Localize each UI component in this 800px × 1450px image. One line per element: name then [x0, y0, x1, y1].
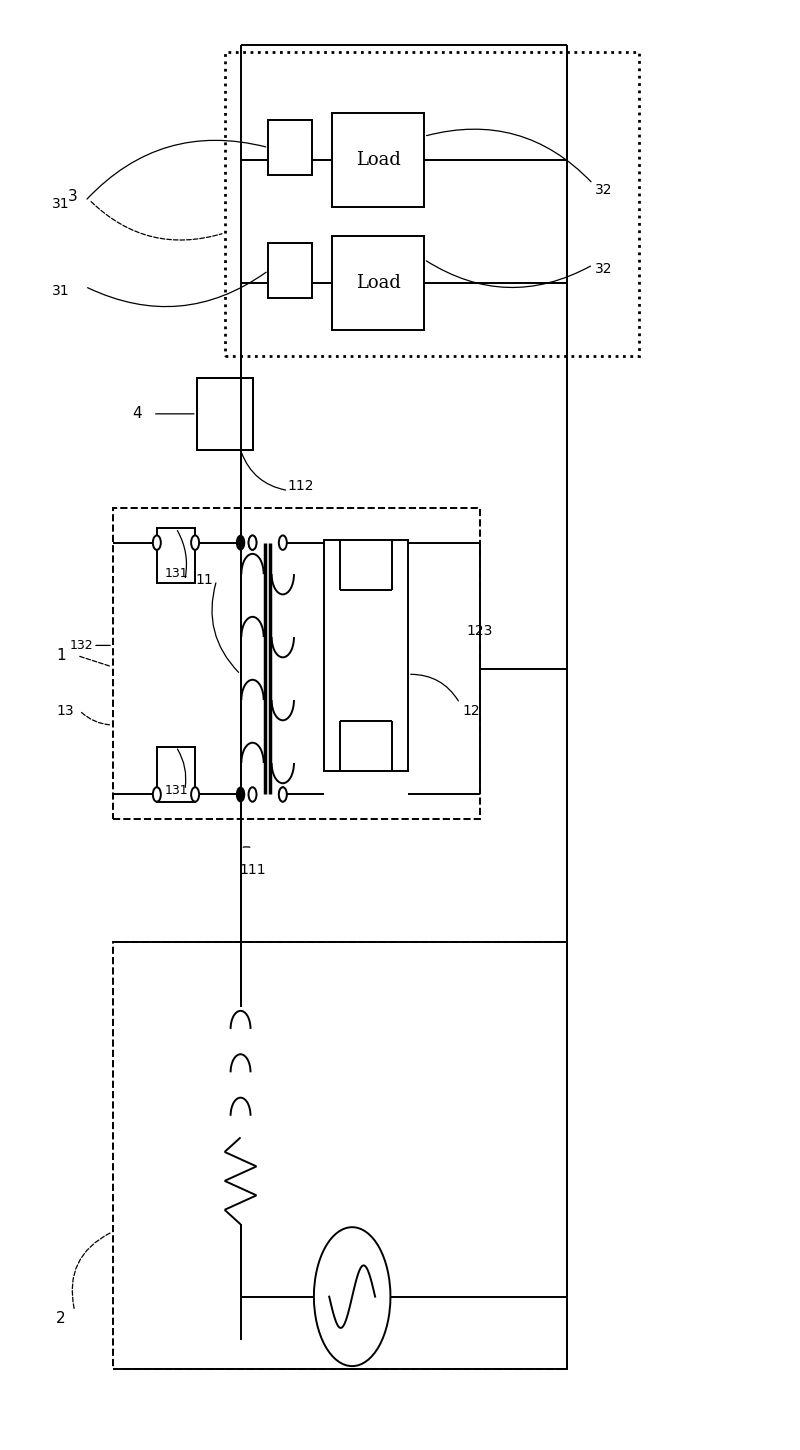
Text: 1: 1	[56, 648, 66, 663]
Bar	[332, 113, 424, 207]
Text: 3: 3	[68, 190, 78, 204]
Bar	[332, 236, 424, 331]
Text: 111: 111	[239, 863, 266, 877]
Bar	[113, 507, 480, 819]
Text: 12: 12	[463, 703, 481, 718]
Bar	[269, 244, 312, 299]
Text: 131: 131	[165, 783, 189, 796]
Bar	[157, 747, 195, 802]
Circle shape	[237, 535, 245, 550]
Text: 2: 2	[56, 1311, 66, 1325]
Bar	[197, 377, 253, 450]
Bar	[324, 539, 408, 771]
Text: 4: 4	[132, 406, 142, 422]
Text: 13: 13	[56, 703, 74, 718]
Circle shape	[249, 535, 257, 550]
Text: 11: 11	[196, 573, 214, 587]
Text: 31: 31	[52, 284, 70, 297]
Circle shape	[191, 535, 199, 550]
Text: Load: Load	[356, 151, 401, 168]
Text: Load: Load	[356, 274, 401, 291]
Text: 132: 132	[70, 639, 93, 652]
Text: 31: 31	[52, 197, 70, 212]
Circle shape	[279, 535, 286, 550]
Text: 32: 32	[594, 262, 612, 276]
Bar	[113, 942, 567, 1369]
Circle shape	[237, 787, 245, 802]
Text: 32: 32	[594, 183, 612, 197]
Bar	[157, 528, 195, 583]
Text: 112: 112	[287, 478, 314, 493]
Text: 123: 123	[466, 624, 493, 638]
Circle shape	[249, 535, 257, 550]
Circle shape	[191, 787, 199, 802]
Circle shape	[153, 787, 161, 802]
Bar	[225, 52, 639, 355]
Text: 131: 131	[165, 567, 189, 580]
Circle shape	[279, 787, 286, 802]
Circle shape	[279, 787, 286, 802]
Bar	[197, 377, 253, 450]
Circle shape	[249, 787, 257, 802]
Circle shape	[153, 535, 161, 550]
Bar	[269, 120, 312, 175]
